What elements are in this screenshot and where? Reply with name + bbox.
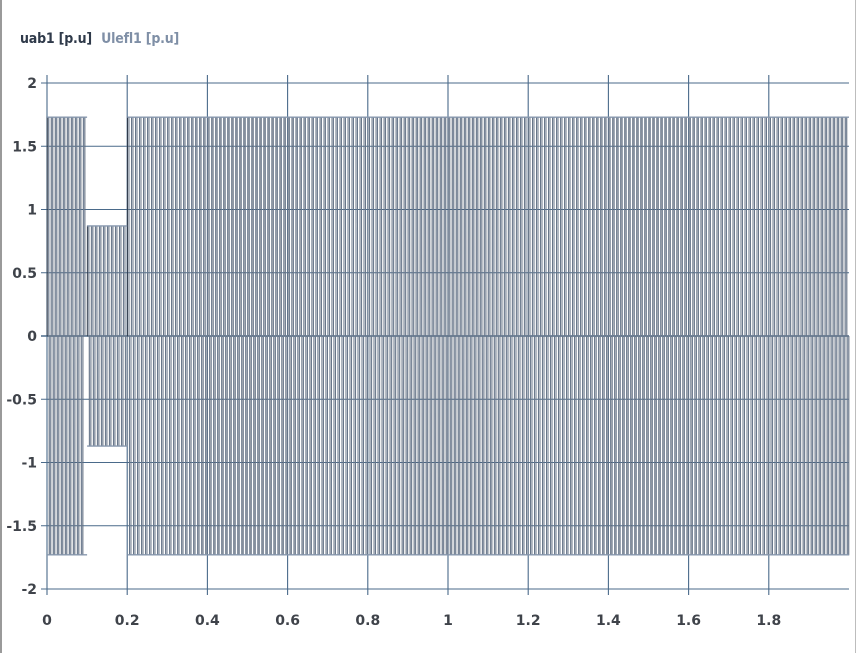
y-tick-label: 0.5 (12, 266, 37, 282)
x-tick-label: 0.8 (355, 613, 380, 629)
legend-unit-uab1: [p.u] (58, 31, 92, 47)
series-uab1-phase-shift (48, 116, 86, 556)
y-tick-label: -1.5 (6, 519, 37, 535)
grid-layer (41, 75, 849, 595)
x-tick-label: 1.2 (516, 613, 541, 629)
y-tick-label: -1 (21, 456, 37, 472)
y-tick-label: 1 (27, 203, 37, 219)
series-layer (46, 116, 850, 556)
legend-label-uab1: uab1 (20, 31, 55, 47)
x-tick-label: 0.2 (115, 613, 140, 629)
legend-unit-ulefl1: [p.u] (145, 31, 180, 47)
legend-entry-uab1: uab1 [p.u] (20, 31, 96, 47)
x-tick-label: 0.6 (275, 613, 300, 629)
x-tick-label: 1.6 (676, 613, 701, 629)
x-tick-label: 0 (42, 613, 52, 629)
chart-legend: uab1 [p.u] Ulefl1 [p.u] (20, 31, 184, 47)
legend-entry-ulefl1: Ulefl1 [p.u] (101, 31, 179, 47)
y-tick-label: -2 (21, 582, 37, 598)
tick-labels-layer: 2 1.5 1 0.5 0 -0.5 -1 -1.5 -2 0 0.2 0.4 0.6 0.8 1 1.2 1.… (6, 76, 781, 629)
y-tick-label: 2 (27, 76, 37, 92)
x-tick-label: 0.4 (195, 613, 220, 629)
y-tick-label: 0 (27, 329, 37, 345)
y-tick-label: 1.5 (12, 139, 37, 155)
x-tick-label: 1.8 (756, 613, 781, 629)
legend-label-ulefl1: Ulefl1 (101, 31, 142, 47)
x-tick-label: 1 (443, 613, 453, 629)
x-tick-label: 1.4 (596, 613, 621, 629)
y-tick-label: -0.5 (6, 392, 37, 408)
